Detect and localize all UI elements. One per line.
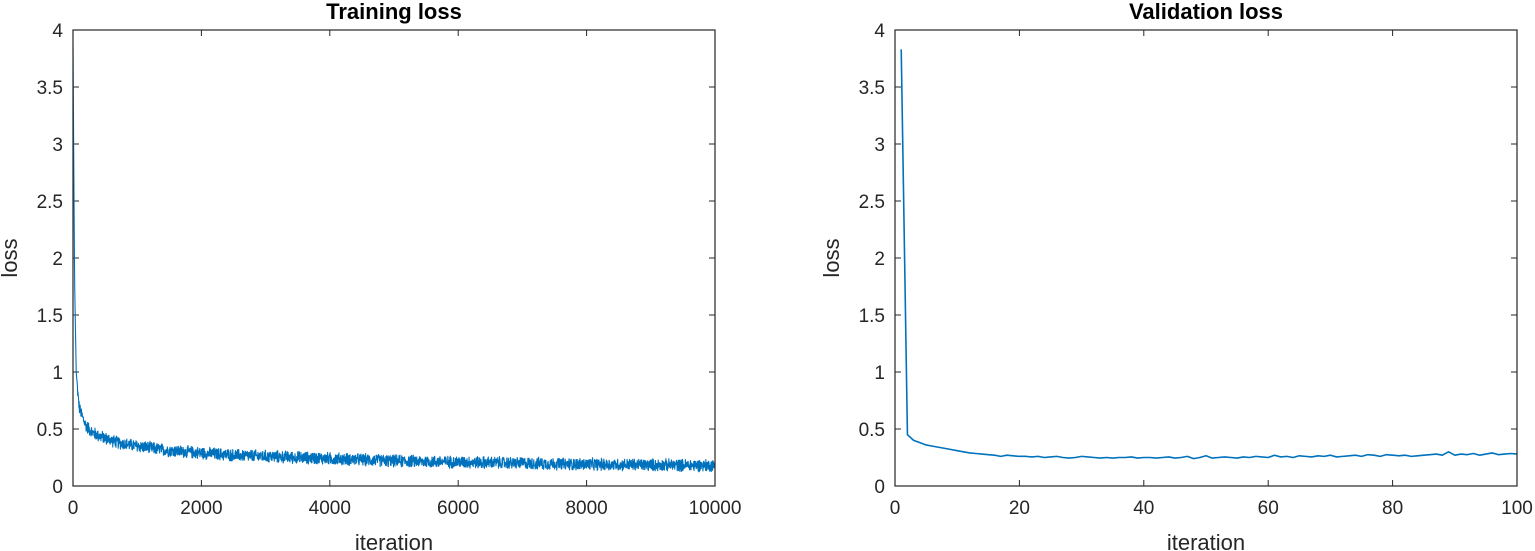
chart-title: Validation loss — [1129, 0, 1283, 24]
y-tick-label: 3 — [52, 135, 63, 156]
y-tick-label: 3.5 — [859, 78, 885, 99]
x-tick-label: 80 — [1382, 498, 1403, 519]
training-loss-chart: Training loss iteration loss 0 2000 4000 6000 8… — [0, 0, 741, 551]
validation-loss-line — [900, 49, 1518, 460]
y-tick-label: 1 — [52, 363, 63, 384]
x-tick-label: 4000 — [309, 498, 351, 519]
y-tick-label: 2 — [52, 249, 63, 270]
y-tick-label: 4 — [874, 21, 885, 42]
y-tick-label: 2.5 — [37, 192, 63, 213]
y-tick-label: 2.5 — [859, 192, 885, 213]
y-tick-label: 3.5 — [37, 78, 63, 99]
y-axis-label: loss — [819, 238, 844, 277]
y-tick-label: 0 — [52, 477, 63, 498]
training-loss-line — [72, 47, 716, 473]
y-tick-label: 0.5 — [37, 420, 63, 441]
x-axis-label: iteration — [355, 530, 433, 551]
y-tick-label: 1.5 — [859, 306, 885, 327]
x-tick-label: 10000 — [689, 498, 742, 519]
y-tick-label: 0.5 — [859, 420, 885, 441]
y-tick-label: 0 — [874, 477, 885, 498]
y-tick-label: 4 — [52, 21, 63, 42]
x-tick-label: 40 — [1133, 498, 1154, 519]
y-tick-label: 2 — [874, 249, 885, 270]
x-tick-label: 20 — [1009, 498, 1030, 519]
y-tick-label: 1 — [874, 363, 885, 384]
x-tick-label: 6000 — [437, 498, 479, 519]
x-tick-label: 8000 — [565, 498, 607, 519]
chart-title: Training loss — [326, 0, 462, 24]
plot-frame — [894, 29, 1518, 487]
y-tick-label: 1.5 — [37, 306, 63, 327]
x-tick-label: 100 — [1501, 498, 1533, 519]
x-tick-label: 0 — [68, 498, 79, 519]
x-tick-label: 0 — [890, 498, 901, 519]
x-tick-label: 2000 — [180, 498, 222, 519]
x-axis-label: iteration — [1167, 530, 1245, 551]
plot-frame — [72, 29, 716, 487]
x-tick-label: 60 — [1258, 498, 1279, 519]
y-axis-label: loss — [0, 238, 22, 277]
y-tick-label: 3 — [874, 135, 885, 156]
